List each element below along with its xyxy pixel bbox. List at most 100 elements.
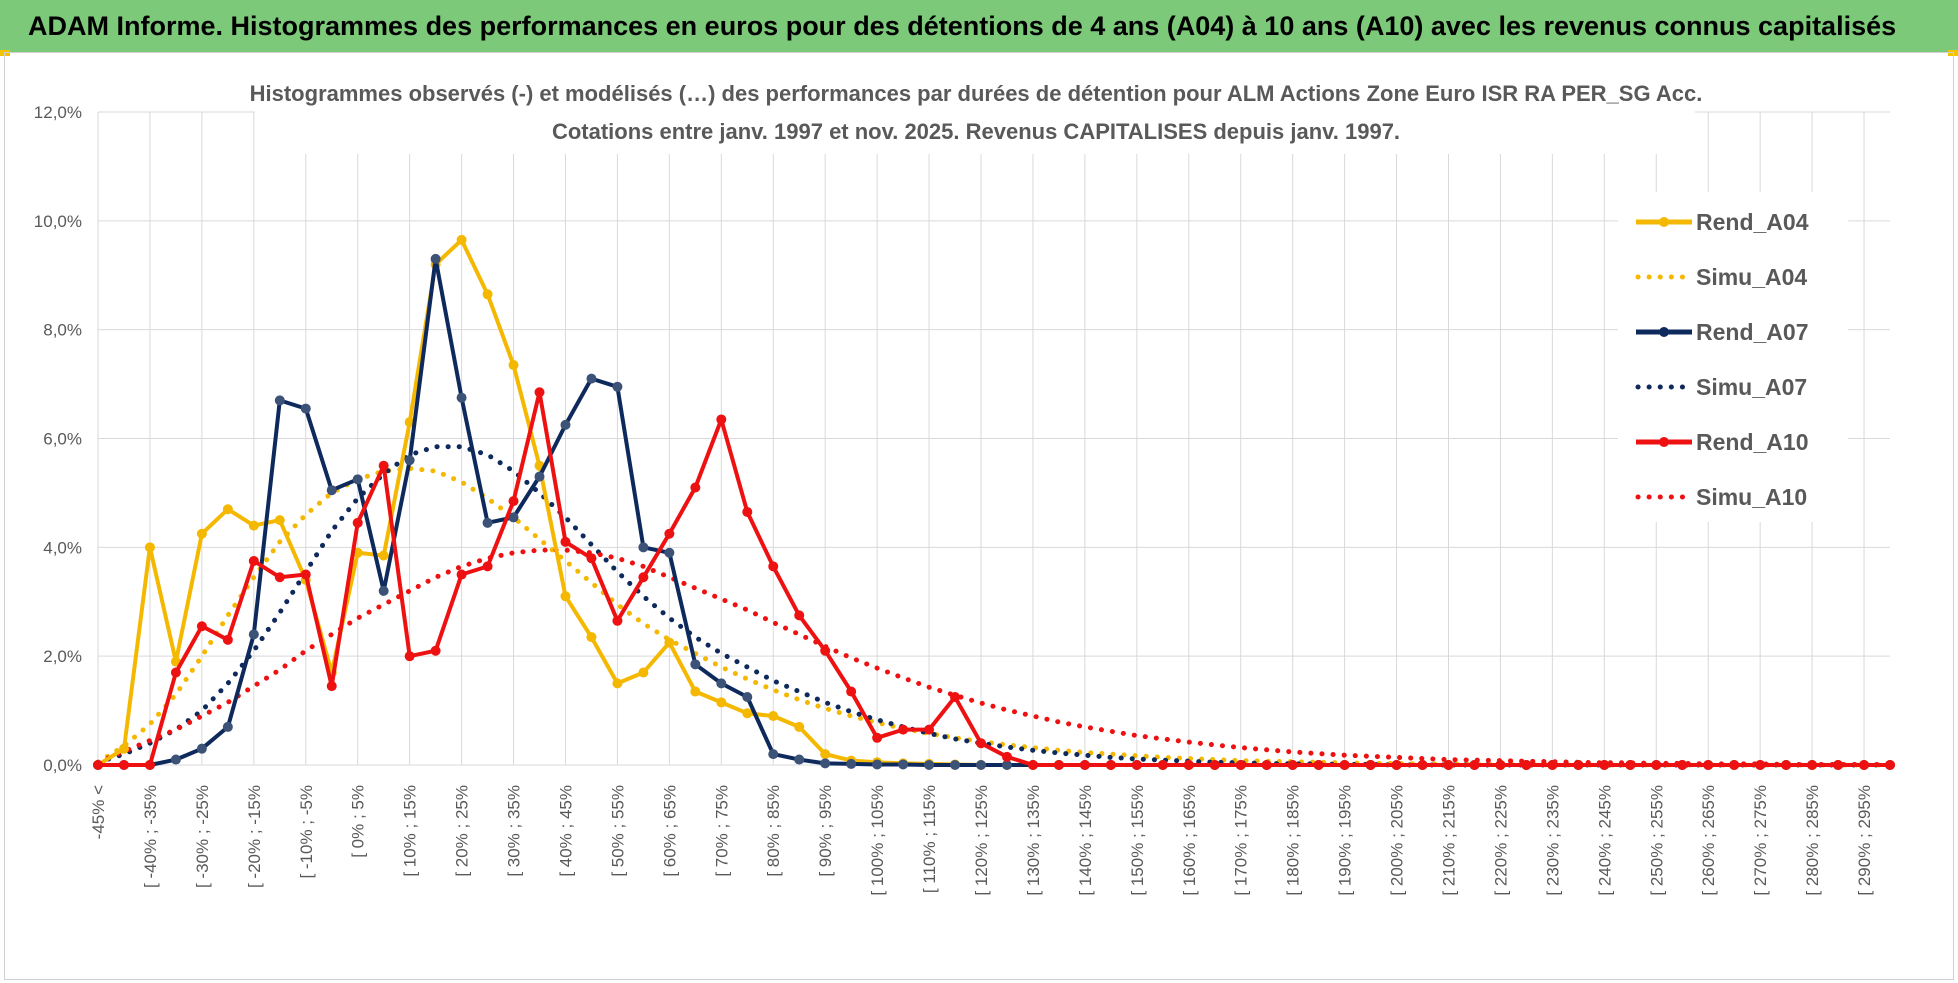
x-tick-label: [ 120% ; 125% <box>972 785 991 896</box>
data-point-rend-a10 <box>352 517 363 528</box>
data-point-rend-a07 <box>638 542 649 553</box>
x-tick-label: [ 190% ; 195% <box>1336 785 1355 896</box>
data-point-rend-a04 <box>742 708 753 719</box>
data-point-rend-a04 <box>794 721 805 732</box>
x-tick-label: [ 70% ; 75% <box>712 785 731 877</box>
x-tick-label: [ 160% ; 165% <box>1180 785 1199 896</box>
data-point-rend-a10 <box>1105 760 1116 770</box>
data-point-rend-a07 <box>846 758 857 769</box>
x-tick-label: [ 250% ; 255% <box>1647 785 1666 896</box>
data-point-rend-a10 <box>1001 751 1012 762</box>
data-point-rend-a10 <box>1261 760 1272 770</box>
data-point-rend-a04 <box>612 678 623 689</box>
x-tick-label: [ 0% ; 5% <box>349 785 368 858</box>
legend-marker-rend-a07 <box>1659 327 1669 337</box>
x-tick-label: [ 230% ; 235% <box>1543 785 1562 896</box>
legend-label-simu-a07: Simu_A07 <box>1696 374 1807 400</box>
x-tick-label: [ 20% ; 25% <box>453 785 472 877</box>
data-point-rend-a10 <box>898 724 909 735</box>
data-point-rend-a10 <box>976 738 987 749</box>
data-point-rend-a10 <box>794 610 805 621</box>
data-point-rend-a07 <box>612 381 623 392</box>
data-point-rend-a10 <box>612 615 623 626</box>
data-point-rend-a10 <box>1625 760 1636 770</box>
x-tick-label: [ 150% ; 155% <box>1128 785 1147 896</box>
data-point-rend-a04 <box>196 528 207 539</box>
data-point-rend-a10 <box>716 414 727 425</box>
data-point-rend-a07 <box>768 749 779 760</box>
data-point-rend-a07 <box>534 471 545 482</box>
x-tick-label: [ 80% ; 85% <box>764 785 783 877</box>
data-point-rend-a10 <box>586 553 597 564</box>
data-point-rend-a10 <box>1781 760 1792 770</box>
data-point-rend-a10 <box>274 572 285 583</box>
data-point-rend-a10 <box>1027 760 1038 770</box>
chart-title-background <box>255 74 1695 154</box>
data-point-rend-a10 <box>638 572 649 583</box>
data-point-rend-a10 <box>1573 760 1584 770</box>
data-point-rend-a07 <box>508 512 519 523</box>
data-point-rend-a10 <box>456 569 467 580</box>
data-point-rend-a07 <box>404 455 415 466</box>
data-point-rend-a07 <box>456 392 467 403</box>
x-tick-label: [ -40% ; -35% <box>141 785 160 888</box>
y-tick-label: 0,0% <box>43 756 82 775</box>
series-line-rend-a10 <box>98 390 1890 767</box>
data-point-rend-a07 <box>326 485 337 496</box>
data-point-rend-a07 <box>170 754 181 765</box>
data-point-rend-a10 <box>170 667 181 678</box>
data-point-rend-a10 <box>846 686 857 697</box>
x-tick-label: [ -20% ; -15% <box>245 785 264 888</box>
x-tick-label: [ 170% ; 175% <box>1232 785 1251 896</box>
x-tick-label: [ 280% ; 285% <box>1803 785 1822 896</box>
data-point-rend-a04 <box>144 542 155 553</box>
data-point-rend-a10 <box>1729 760 1740 770</box>
data-point-rend-a07 <box>872 759 883 770</box>
legend-marker-rend-a10 <box>1659 437 1669 447</box>
data-point-rend-a10 <box>950 691 961 702</box>
y-tick-label: 2,0% <box>43 647 82 666</box>
x-tick-label: [ -10% ; -5% <box>297 785 316 879</box>
data-point-rend-a10 <box>1365 760 1376 770</box>
x-tick-label: -45% < <box>89 785 108 839</box>
x-tick-label: [ 100% ; 105% <box>868 785 887 896</box>
data-point-rend-a10 <box>690 482 701 493</box>
legend-label-simu-a04: Simu_A04 <box>1696 264 1807 290</box>
data-point-rend-a07 <box>196 743 207 754</box>
data-point-rend-a04 <box>508 360 519 371</box>
data-point-rend-a10 <box>1547 760 1558 770</box>
data-point-rend-a04 <box>456 234 467 245</box>
data-point-rend-a07 <box>690 659 701 670</box>
data-point-rend-a04 <box>716 697 727 708</box>
data-point-rend-a07 <box>950 760 961 770</box>
data-point-rend-a10 <box>1183 760 1194 770</box>
data-point-rend-a10 <box>768 561 779 572</box>
data-point-rend-a10 <box>430 645 441 656</box>
data-point-rend-a04 <box>690 686 701 697</box>
x-tick-label: [ 240% ; 245% <box>1595 785 1614 896</box>
data-point-rend-a10 <box>404 651 415 662</box>
series-line-simu-a10 <box>95 547 1893 767</box>
data-point-rend-a10 <box>222 634 233 645</box>
data-point-rend-a04 <box>118 743 129 754</box>
y-tick-label: 6,0% <box>43 430 82 449</box>
data-point-rend-a10 <box>1521 760 1532 770</box>
data-point-rend-a10 <box>1443 760 1454 770</box>
data-point-rend-a10 <box>1599 760 1610 770</box>
data-point-rend-a10 <box>1885 760 1895 770</box>
x-tick-label: [ 260% ; 265% <box>1699 785 1718 896</box>
x-tick-label: [ 10% ; 15% <box>401 785 420 877</box>
data-point-rend-a10 <box>742 506 753 517</box>
data-point-rend-a07 <box>742 691 753 702</box>
data-point-rend-a04 <box>482 289 493 300</box>
banner-title: ADAM Informe. Histogrammes des performan… <box>0 0 1958 52</box>
legend-label-rend-a10: Rend_A10 <box>1696 429 1808 455</box>
x-tick-label: [ 270% ; 275% <box>1751 785 1770 896</box>
data-point-rend-a07 <box>300 403 311 414</box>
data-point-rend-a07 <box>352 474 363 485</box>
data-point-rend-a07 <box>560 419 571 430</box>
data-point-rend-a10 <box>872 732 883 743</box>
data-point-rend-a04 <box>222 504 233 515</box>
data-point-rend-a10 <box>1651 760 1662 770</box>
